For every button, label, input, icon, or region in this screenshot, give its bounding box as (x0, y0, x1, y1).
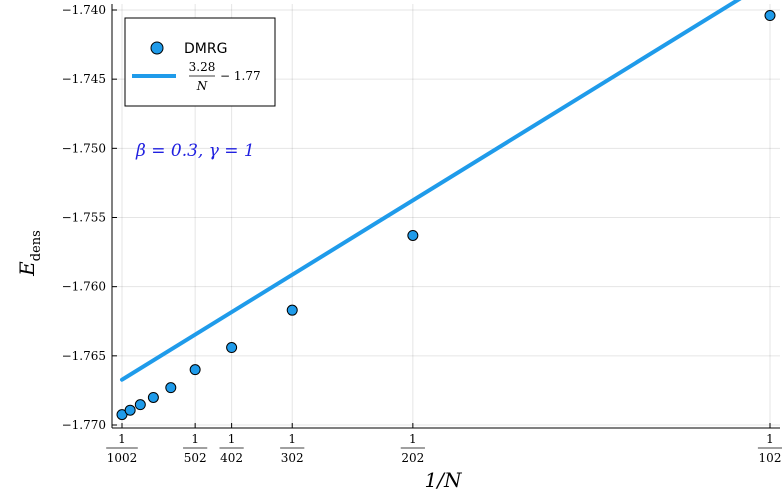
legend-marker-dmrg (150, 41, 164, 55)
dmrg-point (165, 382, 177, 394)
x-tick-denominator: 1002 (107, 451, 138, 465)
x-tick-denominator: 302 (281, 451, 304, 465)
x-tick-denominator: 202 (401, 451, 424, 465)
y-tick-label: −1.755 (62, 211, 106, 225)
y-tick-label: −1.750 (62, 141, 106, 155)
x-tick-numerator: 1 (409, 432, 417, 446)
x-tick-denominator: 402 (220, 451, 243, 465)
x-tick-numerator: 1 (766, 432, 774, 446)
parameter-annotation: β = 0.3, γ = 1 (135, 141, 255, 161)
svg-text:Edens: Edens (15, 230, 44, 277)
axes (111, 4, 780, 429)
x-tick-denominator: 502 (184, 451, 207, 465)
y-tick-label: −1.760 (62, 280, 106, 294)
y-tick-label: −1.770 (62, 418, 106, 432)
y-axis-title-main: E (15, 261, 39, 277)
y-ticks: −1.770 −1.765 −1.760 −1.755 −1.750 −1.745 −1.7… (62, 3, 117, 432)
x-ticks: 1 1002 1 502 1 402 1 302 1 202 1 102 (106, 423, 782, 465)
legend-box (124, 17, 276, 107)
x-axis-title: 1/N (425, 468, 463, 492)
legend-fit-numerator: 3.28 (189, 60, 216, 74)
legend-fit-tail: − 1.77 (220, 69, 261, 83)
dmrg-point (147, 391, 159, 403)
dmrg-point (407, 229, 419, 241)
dmrg-point (124, 404, 136, 416)
dmrg-point (226, 342, 238, 354)
y-tick-label: −1.740 (62, 3, 106, 17)
y-tick-label: −1.765 (62, 349, 106, 363)
legend: DMRG 3.28 N − 1.77 (124, 17, 276, 107)
legend-label-dmrg: DMRG (184, 41, 227, 57)
legend-fit-denominator: N (196, 79, 208, 93)
dmrg-point (764, 10, 776, 22)
x-tick-numerator: 1 (191, 432, 199, 446)
y-axis-title: Edens (15, 230, 44, 277)
x-tick-denominator: 102 (759, 451, 782, 465)
dmrg-point (134, 399, 146, 411)
y-tick-label: −1.745 (62, 72, 106, 86)
dmrg-point (189, 364, 201, 376)
x-tick-numerator: 1 (288, 432, 296, 446)
x-tick-numerator: 1 (228, 432, 236, 446)
x-tick-numerator: 1 (118, 432, 126, 446)
series (116, 0, 776, 421)
fit-line (120, 0, 742, 382)
y-axis-title-sub: dens (29, 230, 44, 261)
dmrg-point (286, 304, 298, 316)
